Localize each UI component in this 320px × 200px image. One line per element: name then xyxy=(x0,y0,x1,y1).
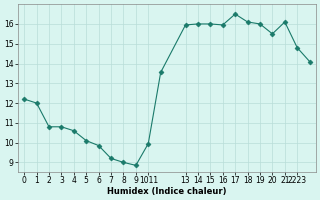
X-axis label: Humidex (Indice chaleur): Humidex (Indice chaleur) xyxy=(107,187,227,196)
